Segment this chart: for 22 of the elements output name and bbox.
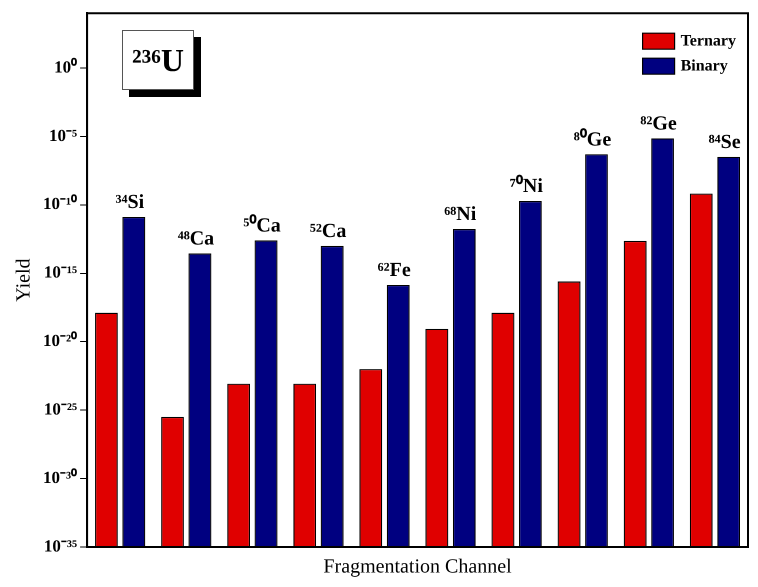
x-tick-label: ⁵²Ca	[310, 220, 346, 242]
x-tick-label: ⁸⁴Se	[708, 131, 741, 154]
x-tick-label: ⁵⁰Ca	[243, 214, 281, 237]
legend-label: Binary	[680, 57, 728, 74]
y-tick-label: 10⁰	[54, 57, 78, 76]
y-tick-label: 10⁻⁵	[48, 126, 78, 145]
legend-label: Ternary	[680, 32, 736, 50]
y-axis-title: Yield	[12, 258, 34, 302]
x-tick-label: ³⁴Si	[116, 191, 145, 214]
x-tick-label: ⁸²Ge	[640, 112, 677, 135]
x-tick-label: ⁶²Fe	[378, 259, 411, 282]
x-tick-label: ⁶⁸Ni	[444, 203, 477, 226]
x-tick-label: ⁷⁰Ni	[510, 174, 544, 198]
x-tick-label: ⁸⁰Ge	[574, 127, 612, 150]
y-tick-label: 10⁻¹⁰	[42, 194, 78, 214]
y-tick-label: 10⁻¹⁵	[44, 262, 78, 282]
y-tick-label: 10⁻³⁰	[42, 468, 78, 487]
x-tick-label: ⁴⁸Ca	[178, 228, 214, 250]
x-axis-title: Fragmentation Channel	[323, 555, 512, 578]
y-tick-label: 10⁻³⁵	[44, 536, 78, 556]
y-tick-label: 10⁻²⁰	[42, 331, 78, 350]
y-tick-label: 10⁻²⁵	[44, 400, 78, 419]
